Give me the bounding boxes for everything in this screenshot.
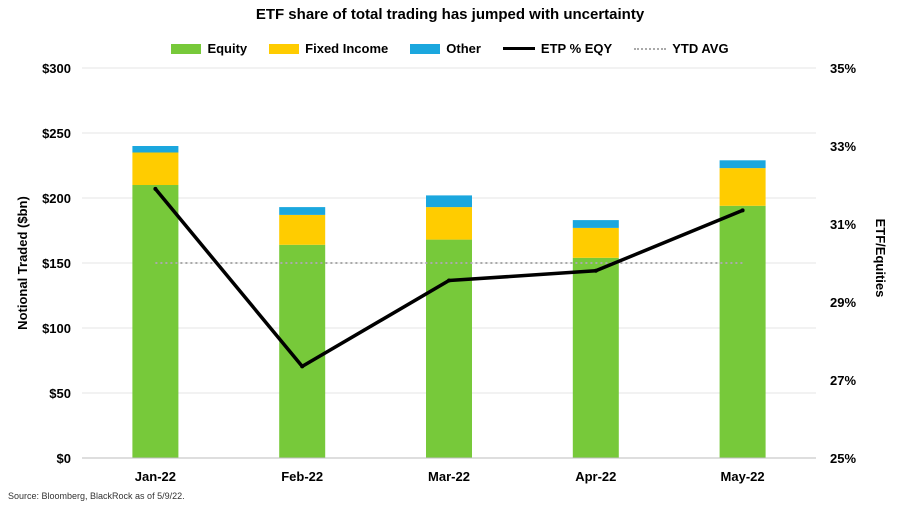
- y-tick-label-right: 25%: [830, 451, 856, 466]
- bar-fixed-income: [279, 214, 326, 245]
- legend-swatch-etp-eqy: [502, 47, 535, 50]
- legend-label-ytd-avg: YTD AVG: [672, 41, 729, 56]
- y-tick-label-left: $100: [42, 321, 71, 336]
- axes: $0 $50 $100 $150 $200 $250 $300 25% 27% 29% 31% 33%…: [42, 61, 856, 484]
- y-tick-label-right: 33%: [830, 139, 856, 154]
- legend-label-equity: Equity: [207, 41, 248, 56]
- y-tick-label-left: $300: [42, 61, 71, 76]
- x-tick-label: Feb-22: [281, 469, 323, 484]
- chart-title: ETF share of total trading has jumped wi…: [255, 6, 645, 23]
- y-tick-label-left: $250: [42, 126, 71, 141]
- etp-line-group: [153, 186, 745, 369]
- legend-label-etp-eqy: ETP % EQY: [540, 41, 613, 56]
- etp-eqy-point: [740, 208, 745, 213]
- source-note: Source: Bloomberg, BlackRock as of 5/9/2…: [8, 491, 185, 501]
- bar-fixed-income: [719, 168, 766, 206]
- etp-eqy-point: [153, 186, 158, 191]
- bars: [132, 146, 766, 458]
- legend-label-fixed-income: Fixed Income: [305, 41, 389, 56]
- bar-other: [572, 220, 619, 228]
- x-tick-label: Jan-22: [135, 469, 176, 484]
- bar-equity: [572, 257, 619, 458]
- bar-fixed-income: [132, 152, 179, 185]
- legend-item-fixed-income: Fixed Income: [269, 41, 388, 56]
- etp-eqy-point: [593, 268, 598, 273]
- y-tick-label-right: 27%: [830, 373, 856, 388]
- bar-other: [279, 207, 326, 215]
- legend-swatch-equity: [171, 43, 202, 54]
- bar-other: [426, 195, 472, 208]
- y-tick-label-left: $150: [42, 256, 71, 271]
- y-tick-label-right: 29%: [830, 295, 856, 310]
- x-tick-label: Mar-22: [428, 469, 470, 484]
- legend-swatch-other: [410, 43, 441, 54]
- bar-fixed-income: [572, 227, 619, 258]
- bar-equity: [426, 239, 472, 458]
- x-tick-label: Apr-22: [575, 469, 616, 484]
- bar-fixed-income: [426, 207, 472, 240]
- bar-equity: [132, 185, 179, 458]
- legend-item-etp-eqy: ETP % EQY: [502, 41, 613, 56]
- bar-other: [719, 160, 766, 169]
- legend: Equity Fixed Income Other ETP % EQY YTD …: [0, 41, 900, 56]
- x-tick-label: May-22: [721, 469, 765, 484]
- legend-item-other: Other: [410, 41, 481, 56]
- y-tick-label-left: $200: [42, 191, 71, 206]
- legend-swatch-fixed-income: [269, 43, 300, 54]
- legend-item-ytd-avg: YTD AVG: [634, 41, 729, 56]
- y-axis-title-right: ETF/Equities: [873, 219, 888, 298]
- bar-other: [132, 146, 179, 153]
- y-tick-label-left: $50: [49, 386, 71, 401]
- y-tick-label-right: 35%: [830, 61, 856, 76]
- y-tick-label-right: 31%: [830, 217, 856, 232]
- y-axis-title-left: Notional Traded ($bn): [15, 196, 30, 330]
- bar-equity: [279, 244, 326, 458]
- legend-label-other: Other: [446, 41, 481, 56]
- legend-swatch-ytd-avg: [634, 47, 667, 50]
- bar-equity: [719, 205, 766, 458]
- legend-item-equity: Equity: [171, 41, 247, 56]
- etp-eqy-point: [447, 278, 451, 283]
- etp-eqy-point: [300, 364, 305, 369]
- y-tick-label-left: $0: [57, 451, 71, 466]
